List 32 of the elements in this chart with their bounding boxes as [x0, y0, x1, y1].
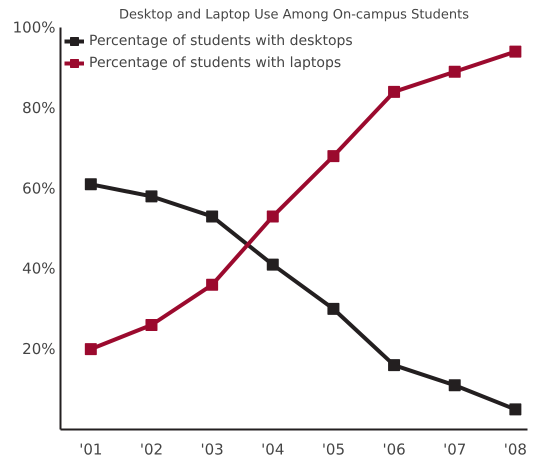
point: [206, 210, 218, 222]
point: [266, 210, 279, 222]
y-tick-label: 80%: [22, 98, 56, 117]
point: [388, 86, 400, 98]
point: [266, 258, 279, 271]
point: [327, 302, 340, 315]
y-tick-label: 100%: [12, 18, 56, 36]
x-tick-label: '06: [382, 440, 406, 458]
x-tick-label: '04: [261, 440, 284, 458]
point: [84, 343, 97, 356]
y-tick-label: 20%: [22, 340, 56, 358]
x-tick-label: '02: [140, 440, 164, 458]
legend-label: Percentage of students with desktops: [89, 33, 353, 49]
point: [448, 379, 461, 392]
x-tick-label: '01: [79, 440, 102, 458]
x-tick-label: '07: [443, 440, 466, 458]
x-tick-label: '05: [322, 440, 346, 458]
point: [206, 278, 218, 291]
chart-title: Desktop and Laptop Use Among On-campus Students: [118, 8, 470, 22]
y-tick-label: 40%: [22, 260, 56, 278]
point: [388, 359, 400, 372]
x-tick-label: '08: [504, 440, 527, 458]
point: [448, 66, 461, 78]
x-tick-label: '03: [200, 440, 224, 458]
point: [327, 150, 340, 162]
point: [509, 403, 522, 416]
point: [145, 190, 158, 202]
point: [509, 46, 522, 58]
point: [84, 178, 97, 190]
point: [145, 318, 158, 331]
y-tick-label: 60%: [22, 179, 56, 198]
legend-label: Percentage of students with laptops: [89, 55, 342, 71]
